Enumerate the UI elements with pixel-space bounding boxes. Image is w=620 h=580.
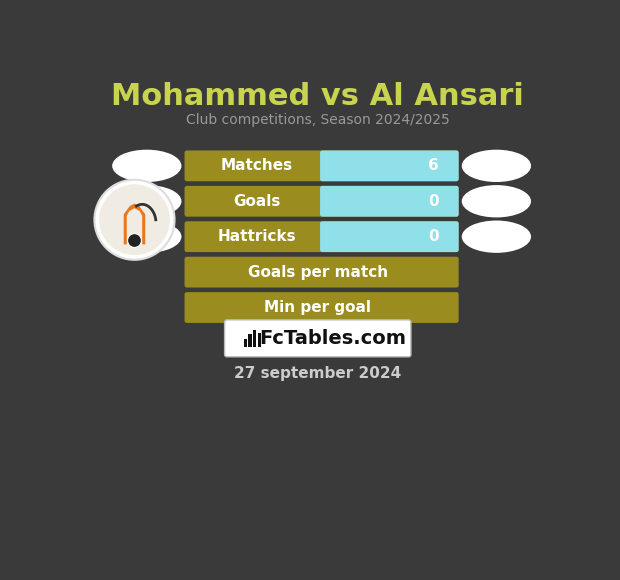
Text: 0: 0 <box>428 194 438 209</box>
Text: 6: 6 <box>428 158 438 173</box>
Text: Club competitions, Season 2024/2025: Club competitions, Season 2024/2025 <box>186 113 450 126</box>
Ellipse shape <box>112 185 182 218</box>
Circle shape <box>94 180 175 260</box>
Bar <box>249 335 252 347</box>
Bar <box>327 224 456 250</box>
Text: Matches: Matches <box>221 158 293 173</box>
Text: 0: 0 <box>428 229 438 244</box>
FancyBboxPatch shape <box>320 222 459 252</box>
FancyBboxPatch shape <box>185 150 459 182</box>
Ellipse shape <box>112 150 182 182</box>
Ellipse shape <box>112 220 182 253</box>
Ellipse shape <box>462 150 531 182</box>
Ellipse shape <box>462 220 531 253</box>
FancyBboxPatch shape <box>185 186 459 217</box>
FancyBboxPatch shape <box>224 320 411 357</box>
Circle shape <box>128 234 141 248</box>
FancyBboxPatch shape <box>320 150 459 182</box>
Bar <box>258 333 261 347</box>
FancyBboxPatch shape <box>185 222 459 252</box>
Circle shape <box>99 184 170 255</box>
Text: Goals: Goals <box>233 194 281 209</box>
Bar <box>244 339 247 347</box>
Ellipse shape <box>462 185 531 218</box>
FancyBboxPatch shape <box>185 292 459 323</box>
Text: Min per goal: Min per goal <box>264 300 371 315</box>
Polygon shape <box>128 211 141 243</box>
Polygon shape <box>124 204 145 244</box>
Text: Hattricks: Hattricks <box>218 229 296 244</box>
Bar <box>253 330 256 347</box>
Text: FcTables.com: FcTables.com <box>259 329 405 348</box>
Text: Mohammed vs Al Ansari: Mohammed vs Al Ansari <box>112 82 524 111</box>
Text: Goals per match: Goals per match <box>247 264 388 280</box>
Text: 27 september 2024: 27 september 2024 <box>234 366 401 381</box>
FancyBboxPatch shape <box>185 257 459 288</box>
Bar <box>327 188 456 215</box>
FancyBboxPatch shape <box>320 186 459 217</box>
Bar <box>327 153 456 179</box>
